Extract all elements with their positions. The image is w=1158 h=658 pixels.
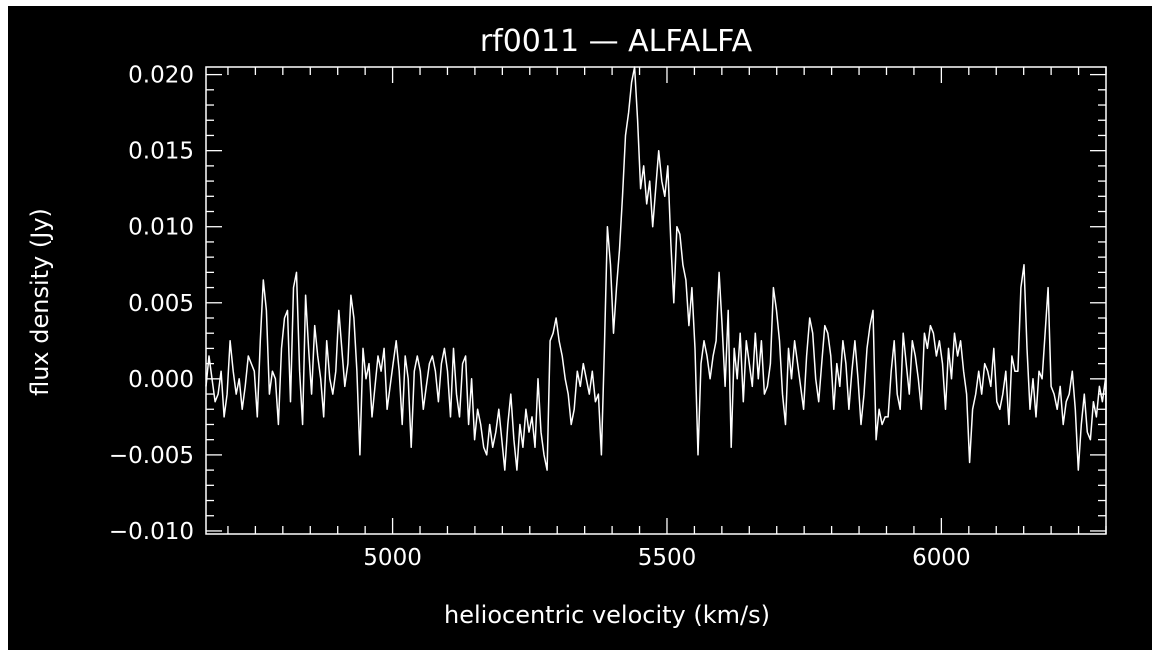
y-tick-label: 0.020	[128, 63, 194, 89]
plot-window: rf0011 — ALFALFA heliocentric velocity (…	[8, 6, 1152, 650]
y-tick-label: 0.005	[128, 291, 194, 317]
x-axis-label: heliocentric velocity (km/s)	[444, 601, 770, 629]
plot-frame	[205, 66, 1107, 535]
y-axis: −0.010 −0.005 0.000 0.005 0.010 0.015 0.020	[109, 63, 1106, 545]
y-tick-label: −0.010	[109, 519, 194, 545]
flux-density-line	[205, 66, 1107, 471]
y-tick-label: 0.015	[128, 139, 194, 165]
x-tick-label: 5000	[363, 545, 422, 571]
y-tick-label: 0.010	[128, 215, 194, 241]
x-axis: 5000 5500 6000	[227, 67, 1107, 571]
x-tick-label: 6000	[912, 545, 971, 571]
x-tick-label: 5500	[638, 545, 697, 571]
chart-title: rf0011 — ALFALFA	[480, 24, 753, 59]
y-axis-label: flux density (Jy)	[26, 208, 54, 396]
y-tick-label: 0.000	[128, 367, 194, 393]
y-tick-label: −0.005	[109, 443, 194, 469]
spectrum-chart: rf0011 — ALFALFA heliocentric velocity (…	[26, 24, 1107, 629]
